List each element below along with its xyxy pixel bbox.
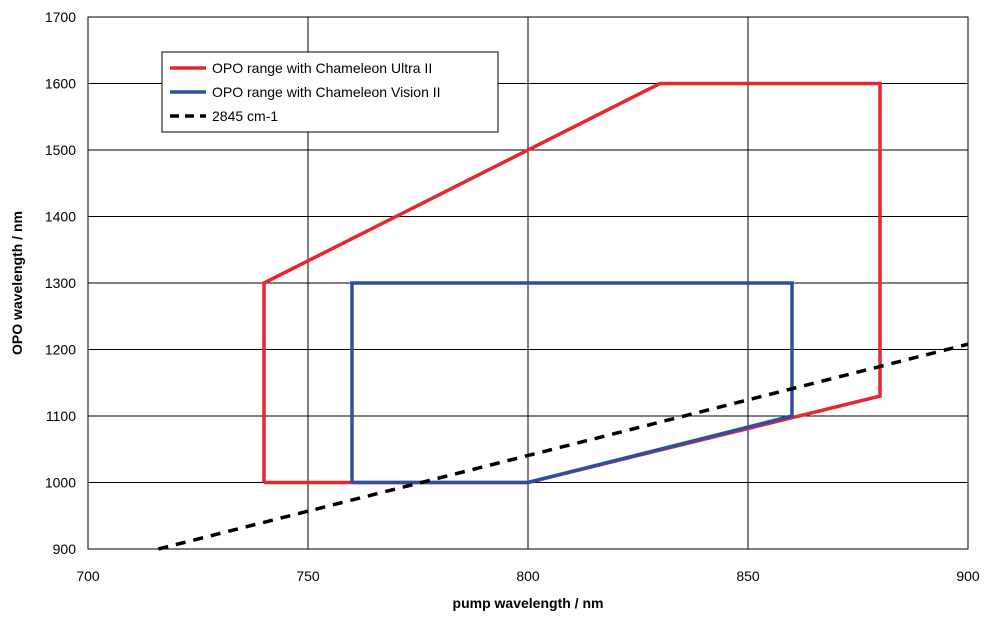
x-tick-label-700: 700 [76, 568, 100, 584]
x-axis-title: pump wavelength / nm [453, 595, 604, 611]
y-tick-label-1600: 1600 [45, 76, 76, 92]
legend: OPO range with Chameleon Ultra II OPO ra… [161, 51, 499, 133]
y-axis-title: OPO wavelength / nm [9, 211, 25, 355]
series-line-vision [350, 281, 794, 485]
legend-label-vision: OPO range with Chameleon Vision II [212, 84, 441, 100]
y-tick-label-1000: 1000 [45, 475, 76, 491]
series-layer [157, 81, 969, 551]
y-tick-label-1500: 1500 [45, 142, 76, 158]
series-line-2845 [157, 342, 969, 551]
x-tick-labels: 700 750 800 850 900 [76, 568, 980, 584]
legend-label-ultra: OPO range with Chameleon Ultra II [212, 60, 432, 76]
y-tick-labels: 900 1000 1100 1200 1300 1400 1500 1600 1700 [45, 9, 76, 557]
y-tick-label-900: 900 [53, 541, 77, 557]
x-tick-label-900: 900 [956, 568, 980, 584]
legend-box [161, 51, 499, 133]
y-tick-label-1100: 1100 [46, 408, 76, 424]
plot-area-frame [87, 16, 969, 550]
y-tick-label-1400: 1400 [45, 209, 76, 225]
y-tick-label-1700: 1700 [45, 9, 76, 25]
x-tick-label-850: 850 [736, 568, 760, 584]
x-tick-label-750: 750 [296, 568, 320, 584]
legend-label-2845: 2845 cm-1 [212, 108, 278, 124]
y-tick-label-1200: 1200 [45, 342, 76, 358]
y-tick-label-1300: 1300 [45, 275, 76, 291]
x-tick-label-800: 800 [516, 568, 540, 584]
